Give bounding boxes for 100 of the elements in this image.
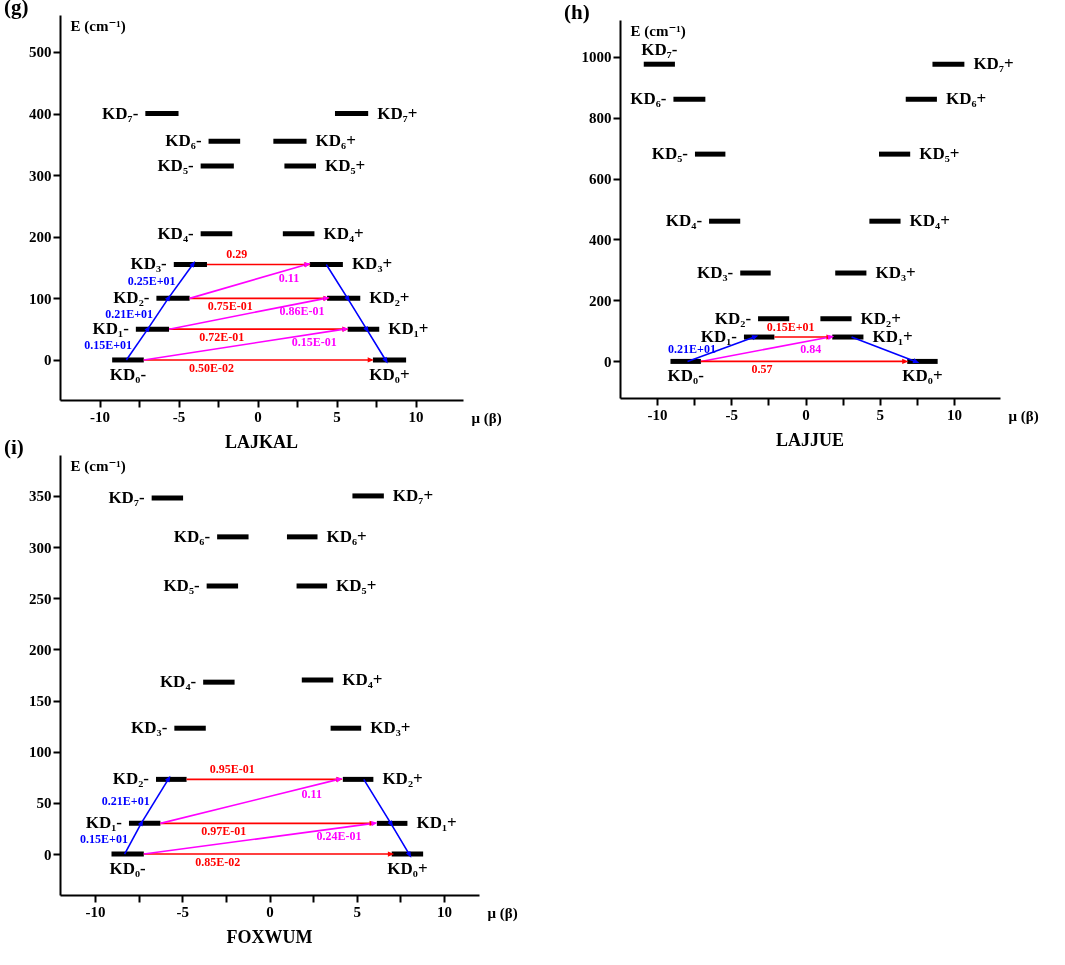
x-axis-title: μ (β) — [471, 409, 502, 427]
series-label: KD₅+ — [336, 575, 377, 595]
series-label: KD₂+ — [382, 769, 423, 789]
y-axis-title: E (cm⁻¹) — [70, 457, 126, 475]
series-label: 0.95E-01 — [209, 762, 255, 777]
series-label: KD₄- — [159, 672, 197, 692]
series-label: 0.57 — [751, 362, 773, 377]
series-label: 0.15E+01 — [766, 320, 815, 335]
chart-title: (g) — [4, 0, 29, 19]
series-label: KD₁- — [85, 813, 123, 833]
y-tick-label: 800 — [589, 110, 612, 127]
series-label: KD₀- — [667, 366, 705, 386]
x-tick-label: 0 — [802, 406, 810, 423]
text: LAJKAL — [224, 432, 299, 452]
series-label: 0.86E-01 — [279, 303, 325, 318]
series-label: KD₅- — [157, 155, 194, 175]
x-tick-label: -5 — [176, 903, 189, 920]
y-tick-label: 1000 — [581, 49, 612, 66]
y-tick-label: 0 — [44, 846, 52, 863]
x-tick-label: 5 — [333, 408, 341, 425]
series-label: 0.97E-01 — [201, 824, 247, 839]
series-label: KD₅- — [651, 144, 689, 164]
series-label: KD₂+ — [369, 288, 410, 308]
y-tick-label: 300 — [29, 539, 52, 556]
y-tick-label: 200 — [29, 229, 52, 246]
series-label: KD₃+ — [351, 254, 393, 274]
x-tick-label: -5 — [725, 406, 739, 423]
x-axis-title: μ (β) — [1008, 407, 1039, 425]
series-label: 0.21E+01 — [105, 306, 153, 321]
x-tick-label: 10 — [437, 903, 453, 920]
y-tick-label: 400 — [29, 106, 52, 123]
series-label: KD₇+ — [973, 54, 1014, 74]
series-label: KD₅- — [163, 575, 200, 595]
x-tick-label: 5 — [353, 903, 362, 920]
series-label: KD₆- — [630, 89, 667, 109]
series-label: 0.85E-02 — [195, 855, 241, 870]
series-label: KD₄- — [157, 223, 194, 243]
series-label: KD₆- — [165, 131, 202, 151]
y-axis-title: E (cm⁻¹) — [630, 22, 686, 40]
series-label: KD₂- — [112, 769, 150, 789]
series-label: KD₀+ — [369, 364, 410, 384]
y-tick-label: 0 — [44, 352, 52, 369]
series-label: 0.15E-01 — [291, 334, 337, 349]
series-label: KD₆- — [173, 526, 211, 546]
series-label: 0.29 — [226, 247, 248, 262]
series-label: 0.24E-01 — [316, 828, 362, 843]
series-label: 0.15E+01 — [84, 337, 133, 352]
y-tick-label: 150 — [29, 693, 52, 710]
series-label: KD₆+ — [326, 526, 367, 546]
x-tick-label: -10 — [647, 406, 668, 423]
chart-title: (i) — [4, 435, 24, 459]
series-label: KD₄+ — [323, 223, 364, 243]
text: LAJJUE — [775, 430, 845, 450]
series-label: 0.25E+01 — [127, 274, 176, 289]
x-tick-label: -5 — [172, 408, 186, 425]
series-label: KD₇+ — [377, 103, 418, 123]
legend-label: KD₇- — [641, 40, 678, 60]
series-label: KD₄+ — [909, 211, 950, 231]
y-tick-label: 600 — [589, 171, 612, 188]
series-label: KD₄- — [665, 211, 703, 231]
series-label: KD₁- — [92, 319, 130, 339]
y-tick-label: 300 — [29, 167, 52, 184]
series-label: KD₅+ — [325, 155, 366, 175]
y-tick-label: 100 — [29, 744, 52, 761]
x-tick-label: -10 — [90, 408, 111, 425]
series-label: KD₃- — [130, 254, 168, 274]
series-label: KD₂- — [714, 308, 752, 328]
x-tick-label: 0 — [266, 903, 274, 920]
x-axis-title: μ (β) — [487, 904, 518, 922]
series-label: KD₆+ — [945, 89, 987, 109]
series-label: 0.15E+01 — [80, 831, 128, 846]
series-label: KD₇+ — [392, 485, 434, 505]
series-label: 0.50E-02 — [189, 360, 235, 375]
series-label: 0.21E+01 — [101, 794, 150, 809]
series-label: KD₂+ — [860, 308, 901, 328]
series-label: 0.75E-01 — [207, 299, 253, 314]
series-label: KD₇- — [108, 487, 145, 507]
series-label: KD₃+ — [875, 263, 916, 283]
y-tick-label: 50 — [36, 795, 52, 812]
series-label: KD₃- — [131, 718, 168, 738]
chart-title: (h) — [564, 0, 590, 24]
x-tick-label: -10 — [85, 903, 106, 920]
series-label: 0.11 — [278, 270, 300, 285]
series-label: KD₄+ — [342, 670, 383, 690]
x-tick-label: 5 — [876, 406, 885, 423]
y-tick-label: 200 — [29, 641, 52, 658]
y-tick-label: 250 — [29, 590, 52, 607]
x-tick-label: 10 — [408, 408, 424, 425]
y-tick-label: 350 — [29, 488, 52, 505]
y-tick-label: 400 — [589, 231, 612, 248]
series-label: KD₁+ — [872, 327, 913, 347]
series-label: KD₂- — [113, 288, 150, 308]
y-tick-label: 100 — [29, 290, 52, 307]
y-tick-label: 200 — [589, 292, 612, 309]
series-label: 0.11 — [301, 786, 322, 801]
series-label: KD₀- — [109, 364, 147, 384]
y-tick-label: 500 — [29, 44, 52, 61]
series-label: 0.21E+01 — [668, 342, 716, 357]
text: FOXWUM — [226, 927, 313, 947]
x-tick-label: 0 — [254, 408, 262, 425]
